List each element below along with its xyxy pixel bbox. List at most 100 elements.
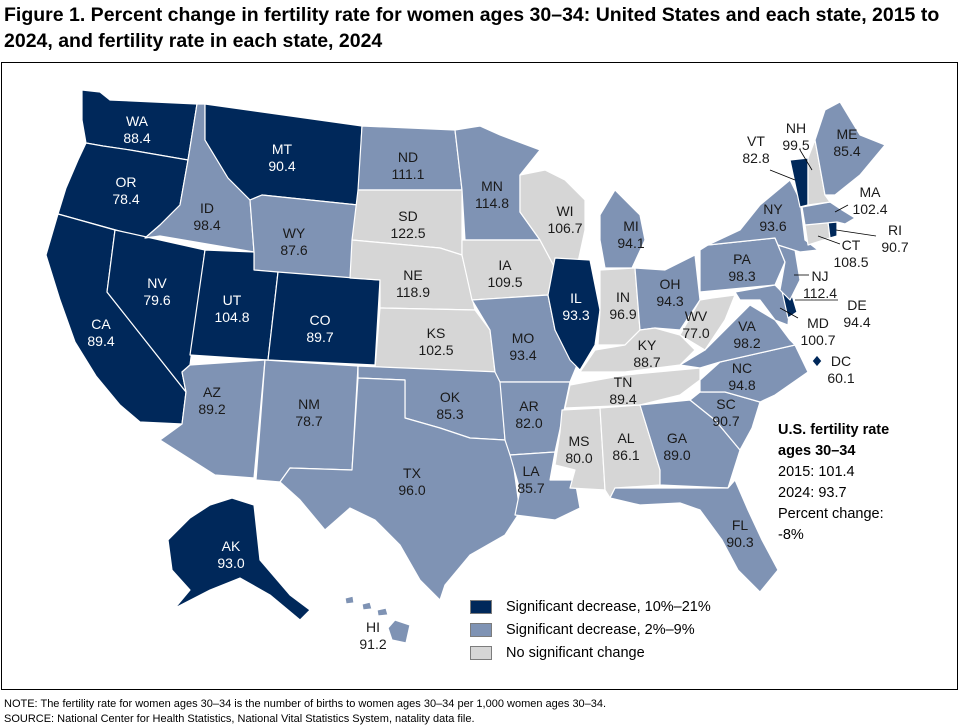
label-GA: GA 89.0 <box>663 430 690 463</box>
state-labels: WA 88.4 OR 78.4 CA 89.4 NV 79.6 ID 98.4 MT 90.… <box>87 113 908 652</box>
footnotes: NOTE: The fertility rate for women ages … <box>4 697 606 727</box>
label-ME: ME 85.4 <box>833 126 860 159</box>
label-WA: WA 88.4 <box>123 113 150 146</box>
summary-2024: 2024: 93.7 <box>778 485 847 501</box>
label-AK: AK 93.0 <box>217 538 244 571</box>
legend: Significant decrease, 10%–21% Significan… <box>470 595 711 664</box>
label-MO: MO 93.4 <box>509 330 536 363</box>
summary-pct-label: Percent change: <box>778 506 884 522</box>
legend-item-sig-10-21: Significant decrease, 10%–21% <box>470 595 711 618</box>
label-NE: NE 118.9 <box>396 267 430 300</box>
label-PA: PA 98.3 <box>728 251 755 284</box>
legend-swatch-sig-10-21 <box>470 599 492 614</box>
label-ID: ID 98.4 <box>193 200 220 233</box>
label-NM: NM 78.7 <box>295 396 322 429</box>
label-AR: AR 82.0 <box>515 398 542 431</box>
summary-pct-value: -8% <box>778 527 804 543</box>
label-NJ: NJ 112.4 <box>803 268 837 301</box>
state-AK[interactable] <box>167 497 311 621</box>
label-AL: AL 86.1 <box>612 430 639 463</box>
leader-VT <box>769 169 796 181</box>
label-OK: OK 85.3 <box>436 389 463 422</box>
label-KY: KY 88.7 <box>633 337 660 370</box>
label-OH: OH 94.3 <box>656 276 683 309</box>
label-MA: MA 102.4 <box>852 184 887 217</box>
figure-title: Figure 1. Percent change in fertility ra… <box>4 4 940 52</box>
label-VA: VA 98.2 <box>733 318 760 351</box>
leader-NH <box>799 149 813 171</box>
label-MS: MS 80.0 <box>565 433 592 466</box>
label-DE: DE 94.4 <box>843 297 870 330</box>
summary-heading-line2: ages 30–34 <box>778 443 856 459</box>
state-MD[interactable] <box>734 284 791 326</box>
map-panel <box>1 62 958 690</box>
label-ND: ND 111.1 <box>392 149 425 182</box>
legend-item-no-change: No significant change <box>470 641 711 664</box>
label-CO: CO 89.7 <box>306 312 333 345</box>
state-NJ[interactable] <box>777 244 801 301</box>
state-HI[interactable] <box>344 595 411 644</box>
leader-MD <box>779 307 799 319</box>
label-NC: NC 94.8 <box>728 360 755 393</box>
leader-MA <box>834 204 849 213</box>
state-NH[interactable] <box>807 139 831 206</box>
label-WV: WV 77.0 <box>682 308 709 341</box>
label-HI: HI 91.2 <box>359 619 386 652</box>
label-AZ: AZ 89.2 <box>198 384 225 417</box>
state-WI[interactable] <box>519 169 586 269</box>
us-summary: U.S. fertility rate ages 30–34 2015: 101… <box>778 420 889 546</box>
label-NV: NV 79.6 <box>143 275 170 308</box>
legend-swatch-no-change <box>470 645 492 660</box>
label-IL: IL 93.3 <box>562 290 589 323</box>
legend-item-sig-2-9: Significant decrease, 2%–9% <box>470 618 711 641</box>
leader-RI <box>835 229 877 237</box>
source-text: SOURCE: National Center for Health Stati… <box>4 713 475 725</box>
state-FL[interactable] <box>609 479 779 593</box>
state-LA[interactable] <box>509 451 581 521</box>
leader-CT <box>817 235 841 245</box>
state-KY[interactable] <box>579 327 696 373</box>
state-NY[interactable] <box>707 179 819 253</box>
legend-label-sig-10-21: Significant decrease, 10%–21% <box>506 598 711 615</box>
state-ME[interactable] <box>814 101 886 196</box>
label-DC: DC 60.1 <box>827 353 854 386</box>
label-UT: UT 104.8 <box>214 292 249 325</box>
state-MI[interactable] <box>599 189 646 269</box>
label-WY: WY 87.6 <box>280 225 307 258</box>
label-WI: WI 106.7 <box>547 203 582 236</box>
state-TN[interactable] <box>564 367 701 409</box>
label-MI: MI 94.1 <box>617 218 644 251</box>
legend-swatch-sig-2-9 <box>470 622 492 637</box>
summary-heading-line1: U.S. fertility rate <box>778 422 890 438</box>
label-VT: VT 82.8 <box>742 133 769 166</box>
label-TN: TN 89.4 <box>609 374 636 407</box>
label-TX: TX 96.0 <box>398 465 425 498</box>
note-text: NOTE: The fertility rate for women ages … <box>4 698 607 710</box>
label-NY: NY 93.6 <box>759 201 786 234</box>
legend-label-sig-2-9: Significant decrease, 2%–9% <box>506 621 695 638</box>
legend-label-no-change: No significant change <box>506 644 645 661</box>
label-IN: IN 96.9 <box>609 289 636 322</box>
label-CT: CT 108.5 <box>833 237 868 270</box>
label-KS: KS 102.5 <box>418 325 453 358</box>
state-DC[interactable] <box>811 354 823 368</box>
state-AZ[interactable] <box>159 359 266 479</box>
label-SD: SD 122.5 <box>390 208 425 241</box>
summary-2015: 2015: 101.4 <box>778 464 855 480</box>
state-WV[interactable] <box>679 294 736 351</box>
label-NH: NH 99.5 <box>782 120 809 153</box>
state-TX[interactable] <box>279 377 521 601</box>
label-MN: MN 114.8 <box>475 178 509 211</box>
state-MA[interactable] <box>801 201 856 226</box>
label-MD: MD 100.7 <box>800 315 835 348</box>
state-IL[interactable] <box>547 257 601 371</box>
state-MS[interactable] <box>554 407 606 491</box>
state-CT[interactable] <box>804 221 831 246</box>
label-RI: RI 90.7 <box>881 222 908 255</box>
state-VA[interactable] <box>679 304 796 369</box>
label-OR: OR 78.4 <box>112 174 139 207</box>
state-RI[interactable] <box>827 221 838 239</box>
label-IA: IA 109.5 <box>487 257 522 290</box>
label-MT: MT 90.4 <box>268 141 295 174</box>
